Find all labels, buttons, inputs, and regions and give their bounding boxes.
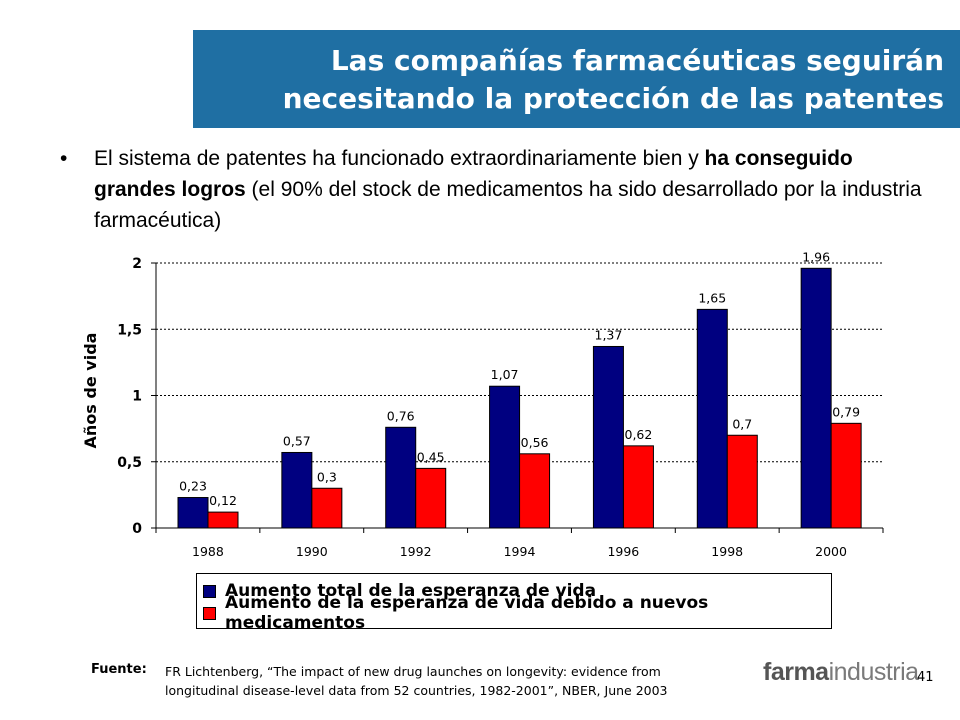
logo-part-1: farma [763, 658, 829, 686]
logo-part-2: industria [828, 658, 920, 686]
x-tick-label: 1996 [607, 544, 639, 559]
data-label: 1,96 [802, 249, 830, 264]
legend-item-total: Aumento total de la esperanza de vida [203, 580, 823, 602]
x-tick-label: 1994 [504, 544, 536, 559]
bullet-point: • El sistema de patentes ha funcionado e… [60, 143, 940, 236]
legend-label-total: Aumento total de la esperanza de vida [225, 581, 597, 601]
source-line-1: FR Lichtenberg, “The impact of new drug … [165, 664, 661, 679]
x-tick-label: 1998 [711, 544, 743, 559]
bar-total-1996 [592, 345, 624, 529]
x-tick-label: 2000 [815, 544, 847, 559]
data-label: 1,07 [491, 367, 519, 382]
bar-total-1992 [385, 426, 417, 529]
data-label: 0,23 [179, 479, 207, 494]
y-axis-label: Años de vida [81, 333, 100, 449]
bar-new-drugs-2000 [830, 422, 862, 529]
y-tick-label: 0,5 [117, 455, 142, 471]
bar-new-drugs-1996 [622, 445, 654, 529]
legend-swatch-new-drugs [203, 606, 216, 620]
data-label: 0,3 [317, 469, 337, 484]
bar-chart: 0 0,5 1 1,5 2 Años de vida 0,230,12 1988 0,57 0,3… [81, 249, 884, 559]
bar-total-1994 [489, 385, 521, 529]
bar-new-drugs-1998 [726, 434, 758, 529]
legend-swatch-total [203, 584, 216, 598]
bar-new-drugs-1992 [415, 467, 447, 529]
data-label: 0,76 [387, 408, 415, 423]
bar-new-drugs-1994 [519, 453, 551, 529]
data-label: 1,65 [698, 290, 726, 305]
y-tick-label: 1 [132, 389, 142, 405]
data-label: 1,37 [595, 327, 623, 342]
bar-new-drugs-1988 [207, 511, 239, 529]
bullet-marker: • [60, 147, 68, 170]
title-banner: Las compañías farmacéuticas seguirán nec… [193, 30, 960, 128]
data-label: 0,79 [832, 404, 860, 419]
farmaindustria-logo: farmaindustria [763, 658, 919, 687]
bar-total-2000 [800, 267, 832, 529]
legend-item-new-drugs: Aumento de la esperanza de vida debido a… [203, 593, 823, 633]
x-tick-label: 1992 [400, 544, 432, 559]
bar-total-1990 [281, 451, 313, 529]
bar-new-drugs-1990 [311, 487, 343, 529]
bullet-text: El sistema de patentes ha funcionado ext… [94, 143, 940, 236]
x-tick-label: 1990 [296, 544, 328, 559]
data-label: 0,62 [625, 427, 653, 442]
title-line-1: Las compañías farmacéuticas seguirán [330, 44, 944, 77]
data-label: 0,12 [209, 493, 237, 508]
data-label: 0,56 [521, 435, 549, 450]
legend-label-new-drugs: Aumento de la esperanza de vida debido a… [225, 593, 709, 633]
source-line-2: longitudinal disease-level data from 52 … [165, 683, 668, 698]
bar-total-1988 [177, 497, 209, 529]
bar-total-1998 [696, 308, 728, 529]
chart-legend: Aumento total de la esperanza de vida Au… [196, 573, 832, 633]
y-tick-label: 2 [132, 256, 142, 272]
x-tick-label: 1988 [192, 544, 224, 559]
data-label: 0,7 [732, 416, 752, 431]
source-text: FR Lichtenberg, “The impact of new drug … [165, 662, 745, 700]
title-line-2: necesitando la protección de las patente… [282, 82, 944, 115]
source-label: Fuente: [91, 662, 147, 677]
bullet-text-bold: ha conseguido grandes logros [94, 147, 853, 201]
page-number: 41 [917, 670, 934, 685]
data-label: 0,57 [283, 433, 311, 448]
bullet-text-part2: (el 90% del stock de medicamentos ha sid… [94, 178, 922, 232]
y-tick-label: 1,5 [117, 322, 142, 338]
data-label: 0,45 [417, 449, 445, 464]
bullet-text-part1: El sistema de patentes ha funcionado ext… [94, 147, 705, 170]
y-tick-label: 0 [132, 521, 142, 537]
